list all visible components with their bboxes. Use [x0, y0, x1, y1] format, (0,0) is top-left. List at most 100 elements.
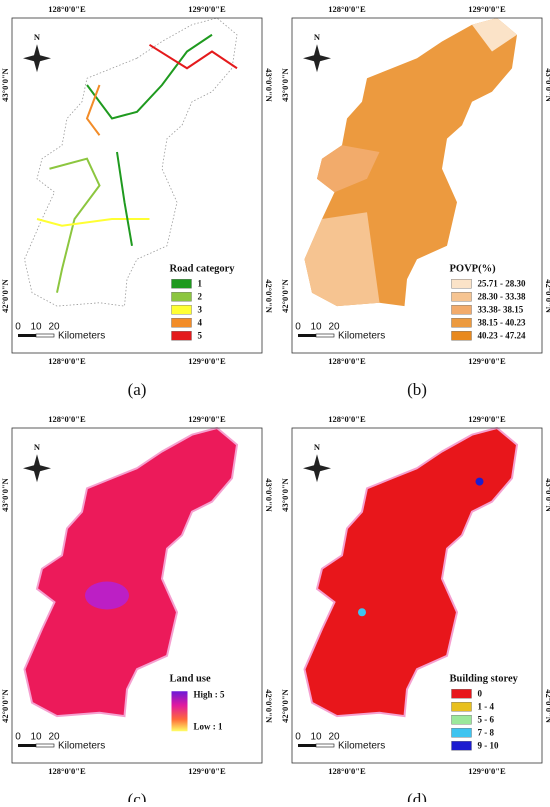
north-label: N: [34, 442, 41, 452]
zone: [472, 18, 517, 52]
legend-label: 1 - 4: [478, 701, 495, 711]
scale-label: 0: [295, 732, 301, 743]
legend-swatch: [451, 728, 472, 738]
scale-unit: Kilometers: [58, 331, 105, 342]
north-arrow: [303, 454, 331, 483]
legend-title: Land use: [170, 674, 211, 685]
north-label: N: [314, 442, 321, 452]
caption: (a): [128, 380, 147, 399]
coord-label: 128°0'0"E: [48, 4, 86, 14]
legend-label: 3: [198, 304, 203, 314]
legend-label: 25.71 - 28.30: [478, 278, 526, 288]
scale-label: 20: [48, 732, 60, 743]
map-panel: 128°0'0"E 128°0'0"E 129°0'0"E 129°0'0"E 43°0…: [0, 414, 274, 807]
legend-label: 4: [198, 317, 203, 327]
scale-unit: Kilometers: [338, 741, 385, 752]
coord-label: 129°0'0"E: [188, 356, 226, 366]
legend-label: 33.38- 38.15: [478, 304, 524, 314]
coord-label: 128°0'0"E: [48, 356, 86, 366]
legend-label: 7 - 8: [478, 727, 495, 737]
legend-swatch: [451, 689, 472, 699]
legend-label: 5 - 6: [478, 714, 495, 724]
coord-label: 129°0'0"E: [188, 4, 226, 14]
road: [36, 218, 150, 227]
scale-bar: [35, 333, 55, 338]
legend-label: Low : 1: [194, 721, 223, 731]
coord-label: 128°0'0"E: [328, 4, 366, 14]
legend-gradient: [171, 691, 188, 732]
legend-label: 28.30 - 33.38: [478, 291, 526, 301]
coord-label: 43°0'0"N: [280, 477, 290, 511]
legend-swatch: [451, 741, 472, 751]
road: [148, 43, 238, 70]
legend-swatch: [171, 279, 192, 289]
scale-bar: [18, 334, 36, 337]
scale-bar: [298, 334, 316, 337]
legend-swatch: [451, 702, 472, 712]
scale-unit: Kilometers: [338, 331, 385, 342]
region-outline: [24, 17, 238, 307]
coord-label: 129°0'0"E: [468, 356, 506, 366]
coord-label: 43°0'0"N: [0, 477, 10, 511]
coord-label: 129°0'0"E: [468, 4, 506, 14]
scale-label: 20: [48, 322, 60, 333]
region: [303, 426, 519, 718]
coord-label: 42°0'0"N: [280, 278, 290, 312]
legend-swatch: [171, 305, 192, 315]
caption: (c): [128, 790, 147, 802]
legend-label: 0: [478, 688, 483, 698]
coord-label: 128°0'0"E: [48, 414, 86, 424]
coord-label: 128°0'0"E: [328, 414, 366, 424]
scale-unit: Kilometers: [58, 741, 105, 752]
coord-label: 43°0'0"N: [280, 67, 290, 101]
coord-label: 129°0'0"E: [468, 414, 506, 424]
region: [23, 426, 239, 718]
coord-label: 43°0'0"N: [544, 68, 550, 102]
coord-label: 43°0'0"N: [264, 478, 274, 512]
map-panel: 128°0'0"E 128°0'0"E 129°0'0"E 129°0'0"E 43°0…: [280, 4, 550, 399]
north-arrow: [23, 454, 51, 483]
scale-label: 0: [15, 732, 21, 743]
legend-label: 9 - 10: [478, 740, 499, 750]
legend-swatch: [171, 318, 192, 328]
coord-label: 129°0'0"E: [188, 414, 226, 424]
north-label: N: [34, 32, 41, 42]
legend-label: 38.15 - 40.23: [478, 317, 526, 327]
map-panel: 128°0'0"E 128°0'0"E 129°0'0"E 129°0'0"E 43°0…: [0, 4, 274, 399]
scale-label: 0: [15, 322, 21, 333]
map-frame: [291, 427, 543, 764]
scale-bar: [315, 743, 335, 748]
legend-title: Road category: [170, 264, 236, 275]
scale-label: 10: [310, 322, 322, 333]
legend-swatch: [451, 715, 472, 725]
road: [86, 33, 213, 120]
coord-label: 42°0'0"N: [280, 688, 290, 722]
legend-label: 2: [198, 291, 203, 301]
legend-title: Building storey: [450, 674, 519, 685]
road: [85, 84, 101, 136]
zone: [317, 145, 380, 193]
road: [49, 157, 101, 293]
coord-label: 43°0'0"N: [544, 478, 550, 512]
scale-label: 10: [30, 732, 42, 743]
scale-label: 20: [328, 732, 340, 743]
coord-label: 42°0'0"N: [264, 689, 274, 723]
legend-label: High : 5: [194, 689, 226, 699]
coord-label: 43°0'0"N: [264, 68, 274, 102]
legend-swatch: [451, 305, 472, 315]
coord-label: 129°0'0"E: [468, 766, 506, 776]
north-label: N: [314, 32, 321, 42]
caption: (b): [407, 380, 427, 399]
legend-swatch: [451, 292, 472, 302]
coord-label: 42°0'0"N: [264, 279, 274, 313]
legend-label: 5: [198, 330, 203, 340]
map-frame: [11, 17, 263, 354]
zone: [85, 581, 129, 610]
map-frame: [291, 17, 543, 354]
road: [116, 151, 133, 246]
coord-label: 128°0'0"E: [328, 766, 366, 776]
scale-label: 10: [30, 322, 42, 333]
coord-label: 42°0'0"N: [544, 279, 550, 313]
north-arrow: [303, 44, 331, 73]
